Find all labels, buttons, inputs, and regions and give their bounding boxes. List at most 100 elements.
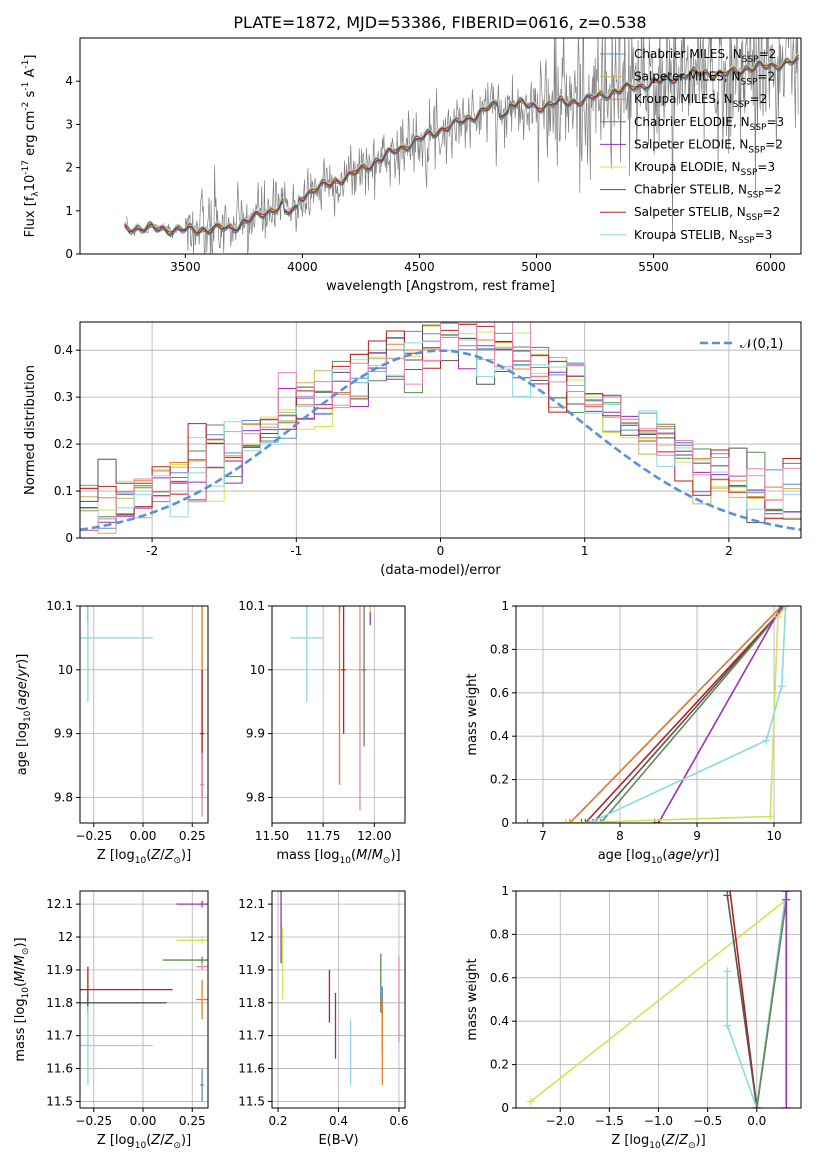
- z_mass-xlabel: Z [log10​(Z/Z⊙​)]: [97, 1133, 191, 1151]
- weight-marker-salp_elodie: [782, 1104, 791, 1108]
- spectrum-model-chab_elodie: [124, 59, 799, 238]
- z_mass-ytick-label: 11.9: [46, 963, 73, 977]
- residual_hist-ytick-label: 0.3: [54, 390, 73, 404]
- residual_hist-xlabel: (data-model)/error: [380, 563, 501, 578]
- z_age-ytick-label: 9.8: [54, 790, 73, 804]
- z_mass-ytick-label: 11.6: [46, 1062, 73, 1076]
- mass_age-xtick-label: 11.75: [306, 829, 340, 843]
- weight-marker-krou_elodie: [562, 819, 571, 823]
- spectrum-xtick-label: 4000: [287, 260, 318, 274]
- mass_age-frame: [271, 605, 406, 824]
- z_cumweight-ytick-label: 0.4: [490, 1014, 509, 1028]
- weight-marker-salp_elodie: [777, 606, 786, 610]
- age_cumweight-plot: [523, 606, 790, 823]
- age_cumweight-xtick-label: 7: [539, 829, 547, 843]
- z_cumweight-axes: −2.0 −1.5 −1.0 −0.5 0.0 0 0.2 0.4 0.6 0.8 1 Z [log1…: [465, 884, 802, 1151]
- legend-label-krou_miles: Kroupa MILES, NSSP​=2: [634, 92, 767, 110]
- weight-marker-salp_elodie: [782, 891, 791, 895]
- spectrum-xtick-label: 5000: [521, 260, 552, 274]
- weight-marker-krou_stelib: [585, 819, 594, 823]
- weight-marker-krou_stelib: [723, 967, 732, 976]
- spectrum-legend: Chabrier MILES, NSSP​=2 Salpeter MILES, N…: [600, 47, 784, 246]
- weight-marker-chab_elodie: [592, 819, 601, 823]
- spectrum-ytick-label: 2: [65, 161, 73, 175]
- legend-label-salp_stelib: Salpeter STELIB, NSSP​=2: [634, 205, 780, 223]
- z_mass-xtick-label: −0.25: [75, 1114, 112, 1128]
- weight-line-krou_miles: [566, 606, 783, 823]
- weight-marker-krou_stelib: [777, 682, 786, 691]
- mass_age-ytick-label: 9.8: [246, 790, 265, 804]
- mass_age-xtick-label: 11.50: [255, 829, 289, 843]
- z_mass-ytick-label: 12: [58, 930, 73, 944]
- z_age-ytick-label: 9.9: [54, 727, 73, 741]
- spectrum-ytick-label: 3: [65, 117, 73, 131]
- residual_hist-xtick-label: -2: [146, 544, 158, 558]
- mass_age-xlabel: mass [log10​(M/M⊙​)]: [276, 848, 400, 866]
- z_mass-ytick-label: 11.8: [46, 996, 73, 1010]
- z_age-frame: [79, 605, 209, 824]
- panel-residual_hist: -2 -1 0 1 2 0 0.1 0.2 0.3 0.4 (data-model)/error No…: [23, 321, 802, 578]
- legend-label-chab_elodie: Chabrier ELODIE, NSSP​=3: [634, 115, 784, 133]
- z_mass-ylabel: mass [log10​(M/M⊙​)]: [13, 937, 31, 1061]
- spectrum-xlabel: wavelength [Angstrom, rest frame]: [326, 279, 555, 294]
- spectrum-plot: [124, 38, 799, 254]
- z_cumweight-ytick-label: 1: [501, 884, 509, 898]
- spectrum-ytick-label: 1: [65, 204, 73, 218]
- z_mass-ytick-label: 11.7: [46, 1029, 73, 1043]
- z_mass-ytick-label: 11.5: [46, 1094, 73, 1108]
- z_cumweight-ytick-label: 0: [501, 1101, 509, 1115]
- legend-label-krou_stelib: Kroupa STELIB, NSSP​=3: [634, 228, 772, 246]
- age_cumweight-xtick-label: 8: [616, 829, 624, 843]
- residual_hist-axes: -2 -1 0 1 2 0 0.1 0.2 0.3 0.4 (data-model)/error No…: [23, 321, 802, 578]
- legend-label-salp_miles: Salpeter MILES, NSSP​=2: [634, 70, 775, 88]
- z_cumweight-xtick-label: 0.0: [747, 1114, 766, 1128]
- weight-marker-krou_elodie: [526, 1097, 535, 1106]
- age_cumweight-xtick-label: 10: [766, 829, 781, 843]
- age_cumweight-ytick-label: 1: [501, 599, 509, 613]
- age_cumweight-axes: 7 8 9 10 0 0.2 0.4 0.6 0.8 1 age [log10​(age/yr)] m…: [465, 599, 802, 866]
- legend-label-salp_elodie: Salpeter ELODIE, NSSP​=2: [634, 137, 783, 155]
- age_cumweight-xtick-label: 9: [693, 829, 701, 843]
- spectrum-ylabel: Flux [fλ​10-17​ erg cm-2​ s-1​ A-1​]: [21, 55, 41, 238]
- mass_age-ytick-label: 9.9: [246, 727, 265, 741]
- z_cumweight-xlabel: Z [log10​(Z/Z⊙​)]: [611, 1133, 705, 1151]
- spectrum-model-chab_stelib: [124, 57, 799, 236]
- age_cumweight-ytick-label: 0.6: [490, 686, 509, 700]
- z_age-xtick-label: 0.00: [130, 829, 157, 843]
- z_cumweight-ylabel: mass weight: [465, 958, 480, 1040]
- spectrum-frame: [79, 37, 802, 255]
- z_age-ytick-label: 10: [58, 663, 73, 677]
- z_mass-plot: [80, 900, 208, 1102]
- spectrum-xtick-label: 4500: [404, 260, 435, 274]
- panel-spectrum: 3500 4000 4500 5000 5500 6000 0 1 2 3 4 wavelength …: [21, 37, 802, 294]
- z_age-axes: −0.25 0.00 0.25 9.8 9.9 10 10.1 Z [log10​(Z/Z⊙​…: [15, 599, 209, 866]
- weight-marker-salp_stelib: [581, 819, 590, 823]
- mass_age-ytick-label: 10.1: [238, 599, 265, 613]
- ebv_mass-ytick-label: 12.1: [238, 897, 265, 911]
- weight-marker-salp_stelib: [577, 819, 586, 823]
- age_cumweight-ylabel: mass weight: [465, 673, 480, 755]
- legend-label-chab_miles: Chabrier MILES, NSSP​=2: [634, 47, 776, 65]
- panel-z_mass: −0.25 0.00 0.25 11.5 11.6 11.7 11.8 11.9 12 12.1 Z…: [13, 890, 209, 1151]
- legend-label-krou_elodie: Kroupa ELODIE, NSSP​=3: [634, 160, 775, 178]
- age_cumweight-ytick-label: 0.8: [490, 642, 509, 656]
- residual_hist-ytick-label: 0.1: [54, 484, 73, 498]
- spectrum-ytick-label: 4: [65, 74, 73, 88]
- weight-marker-krou_stelib: [781, 606, 790, 610]
- z_age-ytick-label: 10.1: [46, 599, 73, 613]
- z_cumweight-xtick-label: −1.0: [644, 1114, 673, 1128]
- age_cumweight-ytick-label: 0: [501, 816, 509, 830]
- panel-z_age: −0.25 0.00 0.25 9.8 9.9 10 10.1 Z [log10​(Z/Z⊙​…: [15, 599, 209, 866]
- weight-marker-krou_miles: [565, 819, 574, 823]
- residual_hist-xtick-label: 1: [581, 544, 589, 558]
- hist-legend: 𝒩(0,1): [700, 337, 783, 352]
- age_cumweight-xlabel: age [log10​(age/yr)]: [598, 848, 720, 866]
- residual_hist-xtick-label: -1: [290, 544, 302, 558]
- weight-line-salp_stelib: [581, 606, 787, 823]
- ebv_mass-ytick-label: 11.5: [238, 1094, 265, 1108]
- spectrum-model-krou_stelib: [124, 53, 799, 232]
- z_cumweight-xtick-label: −2.0: [546, 1114, 575, 1128]
- z_cumweight-xtick-label: −1.5: [595, 1114, 624, 1128]
